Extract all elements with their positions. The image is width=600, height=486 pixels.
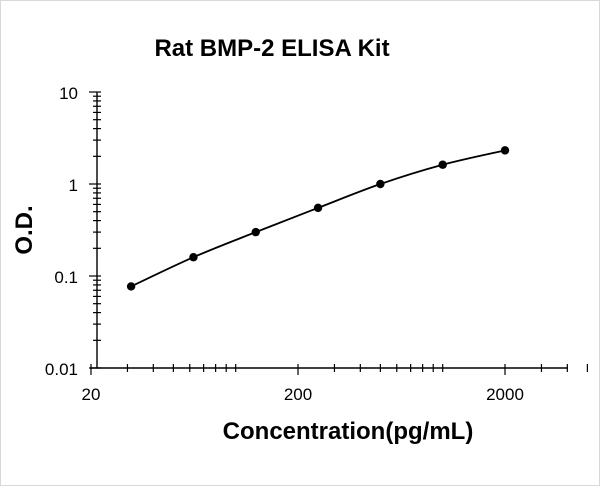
data-point	[313, 203, 323, 213]
x-tick-label: 2000	[486, 385, 524, 404]
series-line	[130, 149, 506, 288]
y-tick-label: 10	[59, 84, 78, 103]
data-point	[376, 179, 385, 189]
data-points	[126, 146, 510, 291]
chart-title: Rat BMP-2 ELISA Kit	[154, 35, 389, 62]
y-axis-title: O.D.	[11, 205, 38, 254]
data-point	[126, 282, 136, 291]
x-tick-label: 200	[284, 385, 312, 404]
data-point	[438, 160, 447, 169]
data-point	[251, 227, 260, 237]
y-tick-label: 1	[69, 176, 78, 195]
data-point	[500, 146, 510, 155]
y-tick-label: 0.01	[45, 360, 78, 379]
data-point	[189, 253, 198, 262]
x-tick-label: 20	[82, 385, 101, 404]
y-axis-ticks	[89, 91, 101, 369]
x-axis-ticks	[90, 364, 588, 375]
y-tick-label: 0.1	[54, 268, 78, 287]
x-axis-title: Concentration(pg/mL)	[223, 418, 474, 445]
